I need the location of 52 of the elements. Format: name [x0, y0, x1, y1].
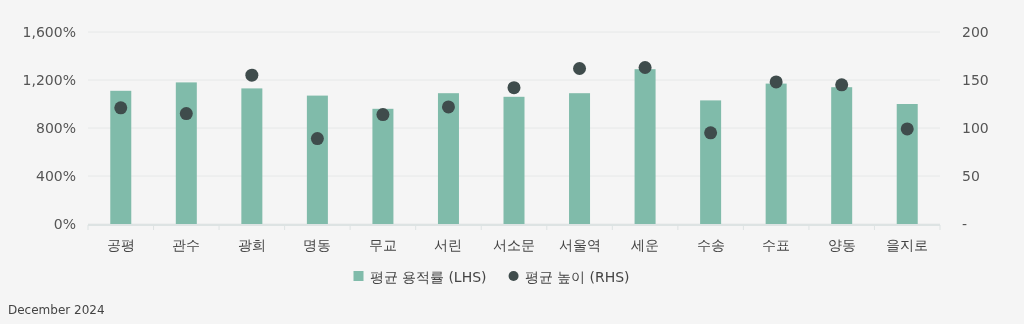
y2-tick-label: 100: [962, 120, 989, 136]
point: [507, 81, 521, 95]
point: [638, 61, 652, 75]
point: [835, 78, 849, 92]
bar: [503, 96, 525, 224]
x-tick-label: 수송: [696, 237, 725, 253]
bar: [765, 83, 787, 224]
bar: [306, 95, 328, 224]
x-tick-label: 수표: [762, 237, 791, 253]
x-tick-label: 무교: [368, 237, 397, 253]
bar: [110, 90, 132, 224]
bar: [896, 104, 918, 224]
point: [900, 122, 914, 136]
bar: [241, 88, 263, 224]
x-tick-label: 양동: [827, 237, 856, 253]
bar: [831, 87, 853, 224]
y-tick-label: 0%: [53, 216, 76, 232]
point: [573, 61, 587, 75]
x-tick-label: 관수: [172, 237, 201, 253]
x-tick-label: 세운: [631, 237, 660, 253]
text: December 2024: [8, 303, 105, 317]
point: [376, 108, 390, 122]
bar: [634, 69, 656, 224]
point: [114, 101, 128, 115]
point: [441, 100, 455, 114]
legend-label: 평균 높이 (RHS): [524, 269, 630, 285]
x-tick-label: 서울역: [558, 237, 601, 253]
y-tick-label: 800%: [35, 120, 76, 136]
point: [704, 126, 718, 140]
bar: [700, 100, 722, 224]
y-tick-label: 1,600%: [22, 24, 76, 40]
y-tick-label: 1,200%: [22, 72, 76, 88]
bar: [372, 108, 394, 224]
legend-label: 평균 용적률 (LHS): [369, 269, 487, 285]
point: [179, 107, 193, 121]
x-tick-label: 을지로: [886, 237, 929, 253]
bar: [569, 93, 591, 224]
x-tick-label: 광희: [237, 237, 266, 253]
bar: [437, 93, 459, 224]
x-tick-label: 공평: [106, 237, 135, 253]
y2-tick-label: 150: [962, 72, 989, 88]
point: [310, 132, 324, 146]
x-tick-label: 서린: [434, 237, 463, 253]
x-tick-label: 명동: [303, 237, 332, 253]
point: [245, 68, 259, 82]
y2-tick-label: 50: [962, 168, 980, 184]
y-tick-label: 400%: [35, 168, 76, 184]
y2-tick-label: -: [962, 216, 968, 232]
x-tick-label: 서소문: [493, 237, 535, 253]
y2-tick-label: 200: [962, 24, 989, 40]
bar: [175, 82, 197, 224]
point: [769, 75, 783, 89]
